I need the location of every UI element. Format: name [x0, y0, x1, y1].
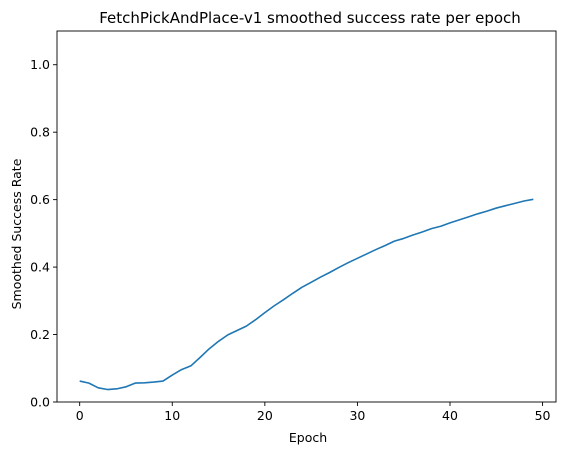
- x-axis: 0 10 20 30 40 50: [76, 402, 551, 423]
- y-tick-label: 0.2: [30, 327, 50, 342]
- chart-title: FetchPickAndPlace-v1 smoothed success ra…: [99, 9, 521, 27]
- y-tick-label: 0.8: [30, 125, 50, 140]
- y-tick-label: 0.6: [30, 192, 50, 207]
- x-axis-label: Epoch: [289, 430, 327, 445]
- plot-area: [79, 198, 534, 391]
- x-tick-label: 30: [349, 408, 365, 423]
- y-tick-label: 0.0: [30, 395, 50, 410]
- x-tick-label: 10: [164, 408, 180, 423]
- axes-frame: [56, 30, 557, 403]
- series-line-0: [79, 198, 534, 391]
- y-axis-label: Smoothed Success Rate: [9, 158, 24, 309]
- x-tick-label: 40: [442, 408, 458, 423]
- x-tick-label: 50: [535, 408, 551, 423]
- y-tick-label: 1.0: [30, 57, 50, 72]
- x-tick-label: 0: [76, 408, 84, 423]
- x-tick-label: 20: [257, 408, 273, 423]
- y-tick-label: 0.4: [30, 260, 50, 275]
- y-axis: 0.0 0.2 0.4 0.6 0.8 1.0: [30, 57, 57, 410]
